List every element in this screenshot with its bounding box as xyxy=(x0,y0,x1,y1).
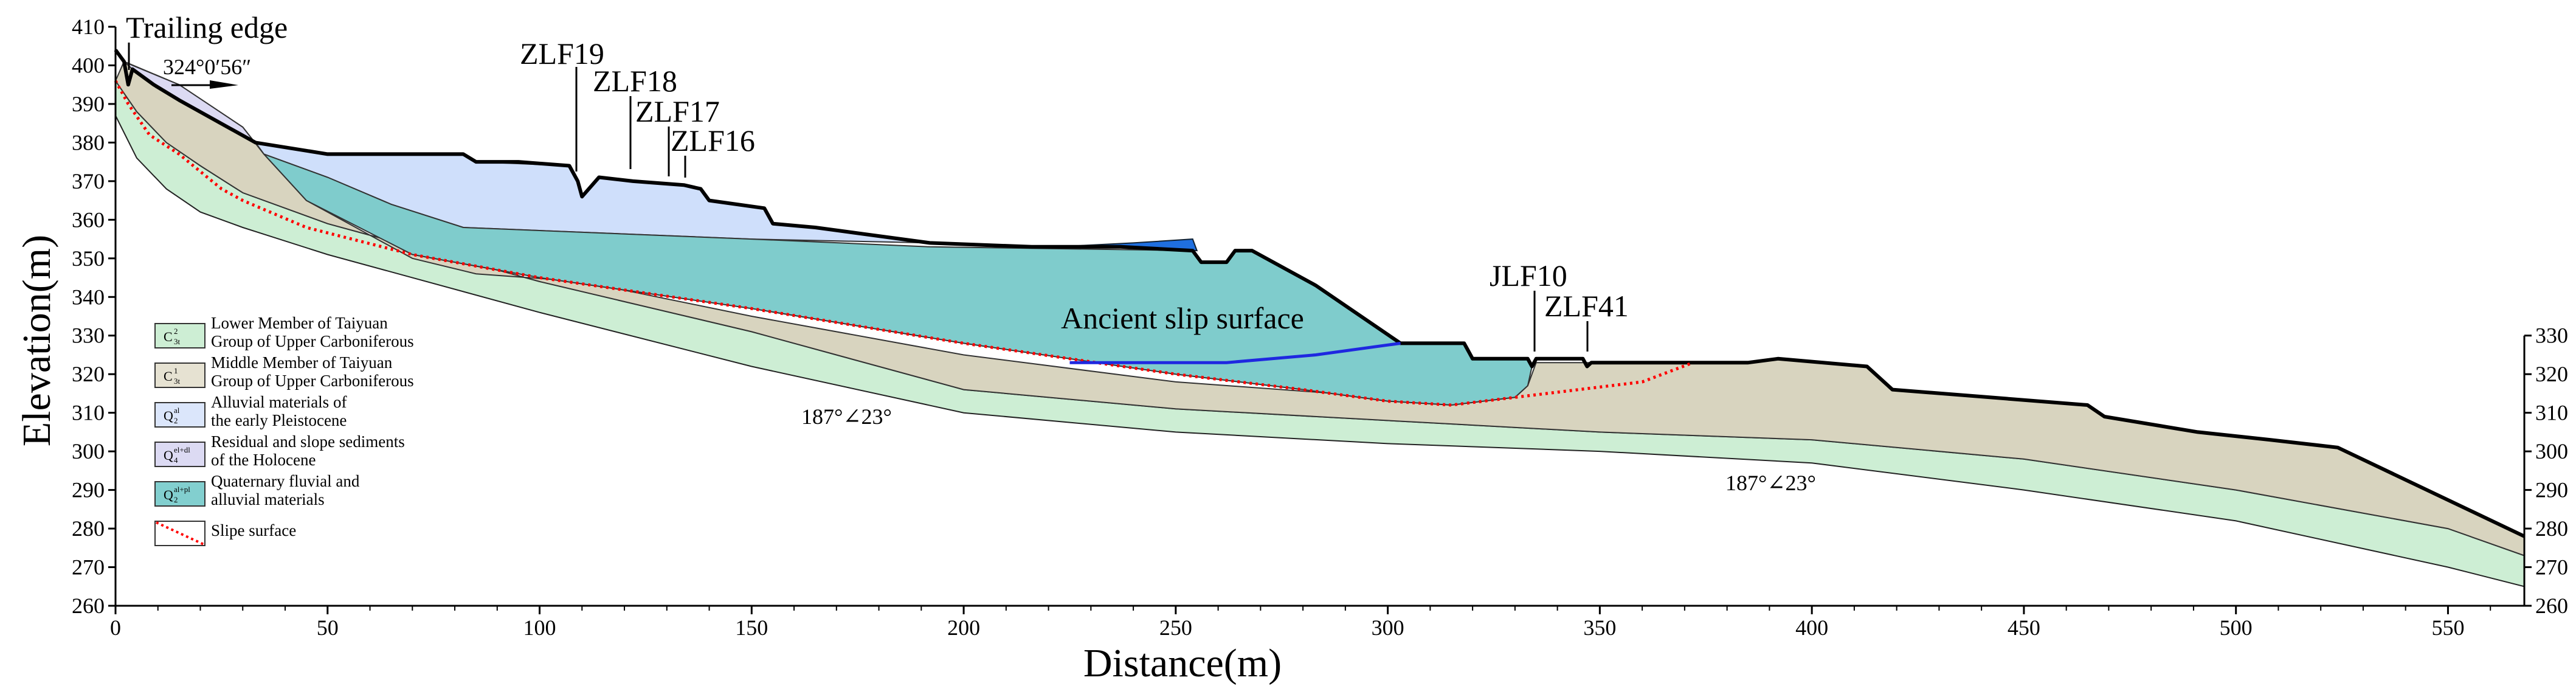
legend-symbol-sup: 2 xyxy=(174,327,178,336)
borehole-zlf18-label: ZLF18 xyxy=(593,64,677,98)
legend-symbol-sup: al xyxy=(174,406,180,415)
axes: 0 50 100 150 200 250 300 350 400 450 500 550 260 270… xyxy=(72,15,2568,640)
y-tick-label-left: 260 xyxy=(72,594,105,618)
azimuth-arrow-head xyxy=(210,80,238,89)
y-tick-label-left: 340 xyxy=(72,285,105,309)
legend-symbol-sup: 1 xyxy=(174,366,178,375)
x-tick-label: 50 xyxy=(317,616,339,640)
y-tick-label-left: 290 xyxy=(72,478,105,502)
y-tick-label-left: 330 xyxy=(72,324,105,348)
y-ticks-left: 260 270 280 290 300 310 320 330 340 350 360 370 380 3… xyxy=(72,15,116,618)
legend-text-line1: Lower Member of Taiyuan xyxy=(211,314,388,332)
legend-swatch xyxy=(154,323,205,348)
borehole-zlf41-label: ZLF41 xyxy=(1544,289,1629,323)
legend-text-line2: Group of Upper Carboniferous xyxy=(211,372,414,390)
legend-swatch xyxy=(154,442,205,467)
dip-label-left: 187°∠23° xyxy=(801,404,892,429)
legend-text-line2: alluvial materials xyxy=(211,490,325,508)
legend-text-line1: Middle Member of Taiyuan xyxy=(211,353,393,372)
y-tick-label-left: 280 xyxy=(72,516,105,541)
y-tick-label-left: 390 xyxy=(72,92,105,116)
legend-swatch xyxy=(154,481,205,507)
x-ticks: 0 50 100 150 200 250 300 350 400 450 500 550 xyxy=(110,606,2491,640)
x-tick-label: 150 xyxy=(735,616,768,640)
x-tick-label: 100 xyxy=(523,616,556,640)
legend-symbol-sub: 4 xyxy=(174,456,178,465)
y-tick-label-left: 400 xyxy=(72,53,105,77)
y-tick-label-left: 370 xyxy=(72,169,105,193)
borehole-jlf10-label: JLF10 xyxy=(1490,258,1567,293)
borehole-zlf17-label: ZLF17 xyxy=(635,94,720,128)
y-tick-label-left: 310 xyxy=(72,401,105,425)
y-tick-label-right: 320 xyxy=(2535,362,2568,386)
y-tick-label-right: 310 xyxy=(2535,401,2568,425)
y-tick-label-left: 380 xyxy=(72,130,105,154)
y-tick-label-right: 290 xyxy=(2535,478,2568,502)
trailing-edge-label: Trailing edge xyxy=(126,10,288,44)
ground-surface-line xyxy=(114,49,2526,538)
legend-swatch xyxy=(154,402,205,428)
x-tick-label: 500 xyxy=(2220,616,2253,640)
legend-symbol-sub: 3t xyxy=(174,337,181,346)
x-axis-title: Distance(m) xyxy=(1083,641,1282,685)
legend-text-line1: Alluvial materials of xyxy=(211,393,347,411)
y-tick-label-left: 270 xyxy=(72,555,105,580)
legend-text-line2: of the Holocene xyxy=(211,451,316,469)
legend-swatch xyxy=(154,362,205,388)
slip-surface-line xyxy=(114,80,1694,407)
legend-symbol: C xyxy=(164,329,173,344)
y-tick-label-right: 260 xyxy=(2535,594,2568,618)
legend-text-line1: Slipe surface xyxy=(211,521,296,539)
y-tick-label-left: 410 xyxy=(72,15,105,39)
azimuth-label: 324°0′56″ xyxy=(163,55,251,79)
legend-symbol-sup: el+dl xyxy=(174,445,190,454)
borehole-zlf19-label: ZLF19 xyxy=(520,36,604,71)
x-tick-label: 450 xyxy=(2008,616,2040,640)
legend-symbol: Q xyxy=(164,408,173,423)
legend-symbol-sub: 2 xyxy=(174,416,178,425)
legend-text-line1: Quaternary fluvial and xyxy=(211,472,360,490)
y-tick-label-left: 360 xyxy=(72,207,105,232)
ancient-slip-surface-line xyxy=(1069,341,1401,364)
legend-symbol: C xyxy=(164,369,173,384)
geology-layers xyxy=(114,49,2526,588)
borehole-zlf16-label: ZLF16 xyxy=(671,123,755,158)
x-tick-label: 300 xyxy=(1372,616,1404,640)
y-tick-label-right: 270 xyxy=(2535,555,2568,580)
x-tick-label: 350 xyxy=(1583,616,1616,640)
legend-symbol: Q xyxy=(164,487,173,502)
legend-symbol-sub: 2 xyxy=(174,495,178,504)
y-axis-title: Elevation(m) xyxy=(15,235,59,446)
y-tick-label-right: 280 xyxy=(2535,516,2568,541)
legend-text-line1: Residual and slope sediments xyxy=(211,432,405,451)
y-tick-label-right: 300 xyxy=(2535,439,2568,463)
x-tick-label: 200 xyxy=(947,616,980,640)
y-tick-label-left: 350 xyxy=(72,246,105,271)
legend-text-line2: the early Pleistocene xyxy=(211,411,347,429)
y-tick-label-left: 320 xyxy=(72,362,105,386)
legend-symbol-sub: 3t xyxy=(174,376,181,386)
y-tick-label-right: 330 xyxy=(2535,324,2568,348)
legend-text-line2: Group of Upper Carboniferous xyxy=(211,332,414,350)
y-tick-label-left: 300 xyxy=(72,439,105,463)
x-tick-label: 400 xyxy=(1795,616,1828,640)
y-ticks-right: 260 270 280 290 300 310 320 330 xyxy=(2524,324,2568,618)
dip-label-right: 187°∠23° xyxy=(1725,471,1816,495)
legend-symbol-sup: al+pl xyxy=(174,485,190,494)
x-tick-label: 550 xyxy=(2431,616,2464,640)
legend-item: Slipe surface xyxy=(154,521,296,546)
legend-symbol: Q xyxy=(164,448,173,463)
x-tick-label: 0 xyxy=(110,616,121,640)
ancient-slip-surface-label: Ancient slip surface xyxy=(1061,301,1304,335)
x-tick-label: 250 xyxy=(1159,616,1192,640)
annotations: Trailing edge 324°0′56″ ZLF19 ZLF18 ZLF1… xyxy=(126,10,1816,495)
